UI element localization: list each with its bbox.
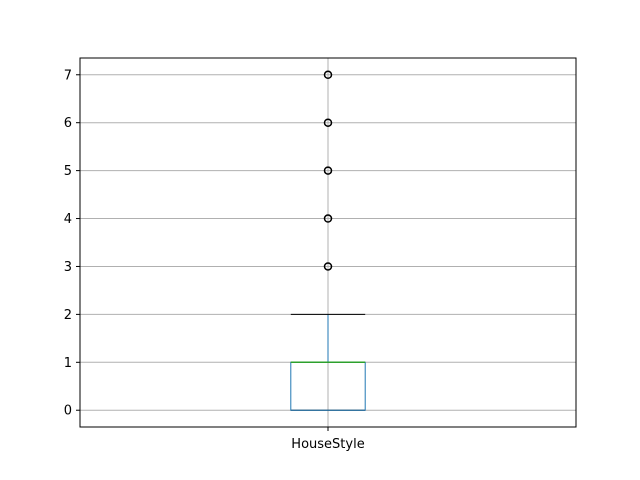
y-tick-label: 5	[64, 164, 72, 179]
x-axis: HouseStyle	[291, 427, 365, 452]
y-tick-label: 3	[64, 260, 72, 275]
outlier-point	[323, 118, 333, 127]
y-tick-label: 2	[64, 308, 72, 323]
boxes	[290, 70, 366, 411]
y-tick-label: 6	[64, 116, 72, 131]
x-tick-label: HouseStyle	[291, 437, 364, 452]
y-tick-label: 4	[64, 212, 72, 227]
y-tick-label: 1	[64, 356, 72, 371]
y-tick-label: 7	[64, 68, 72, 83]
outlier-point	[323, 70, 333, 80]
y-tick-label: 0	[64, 404, 72, 419]
outlier-point	[323, 262, 333, 271]
outlier-point	[323, 166, 333, 175]
outlier-point	[323, 214, 333, 223]
grid	[80, 58, 576, 427]
y-axis: 0 1 2 3 4 5 6 7	[64, 68, 80, 419]
